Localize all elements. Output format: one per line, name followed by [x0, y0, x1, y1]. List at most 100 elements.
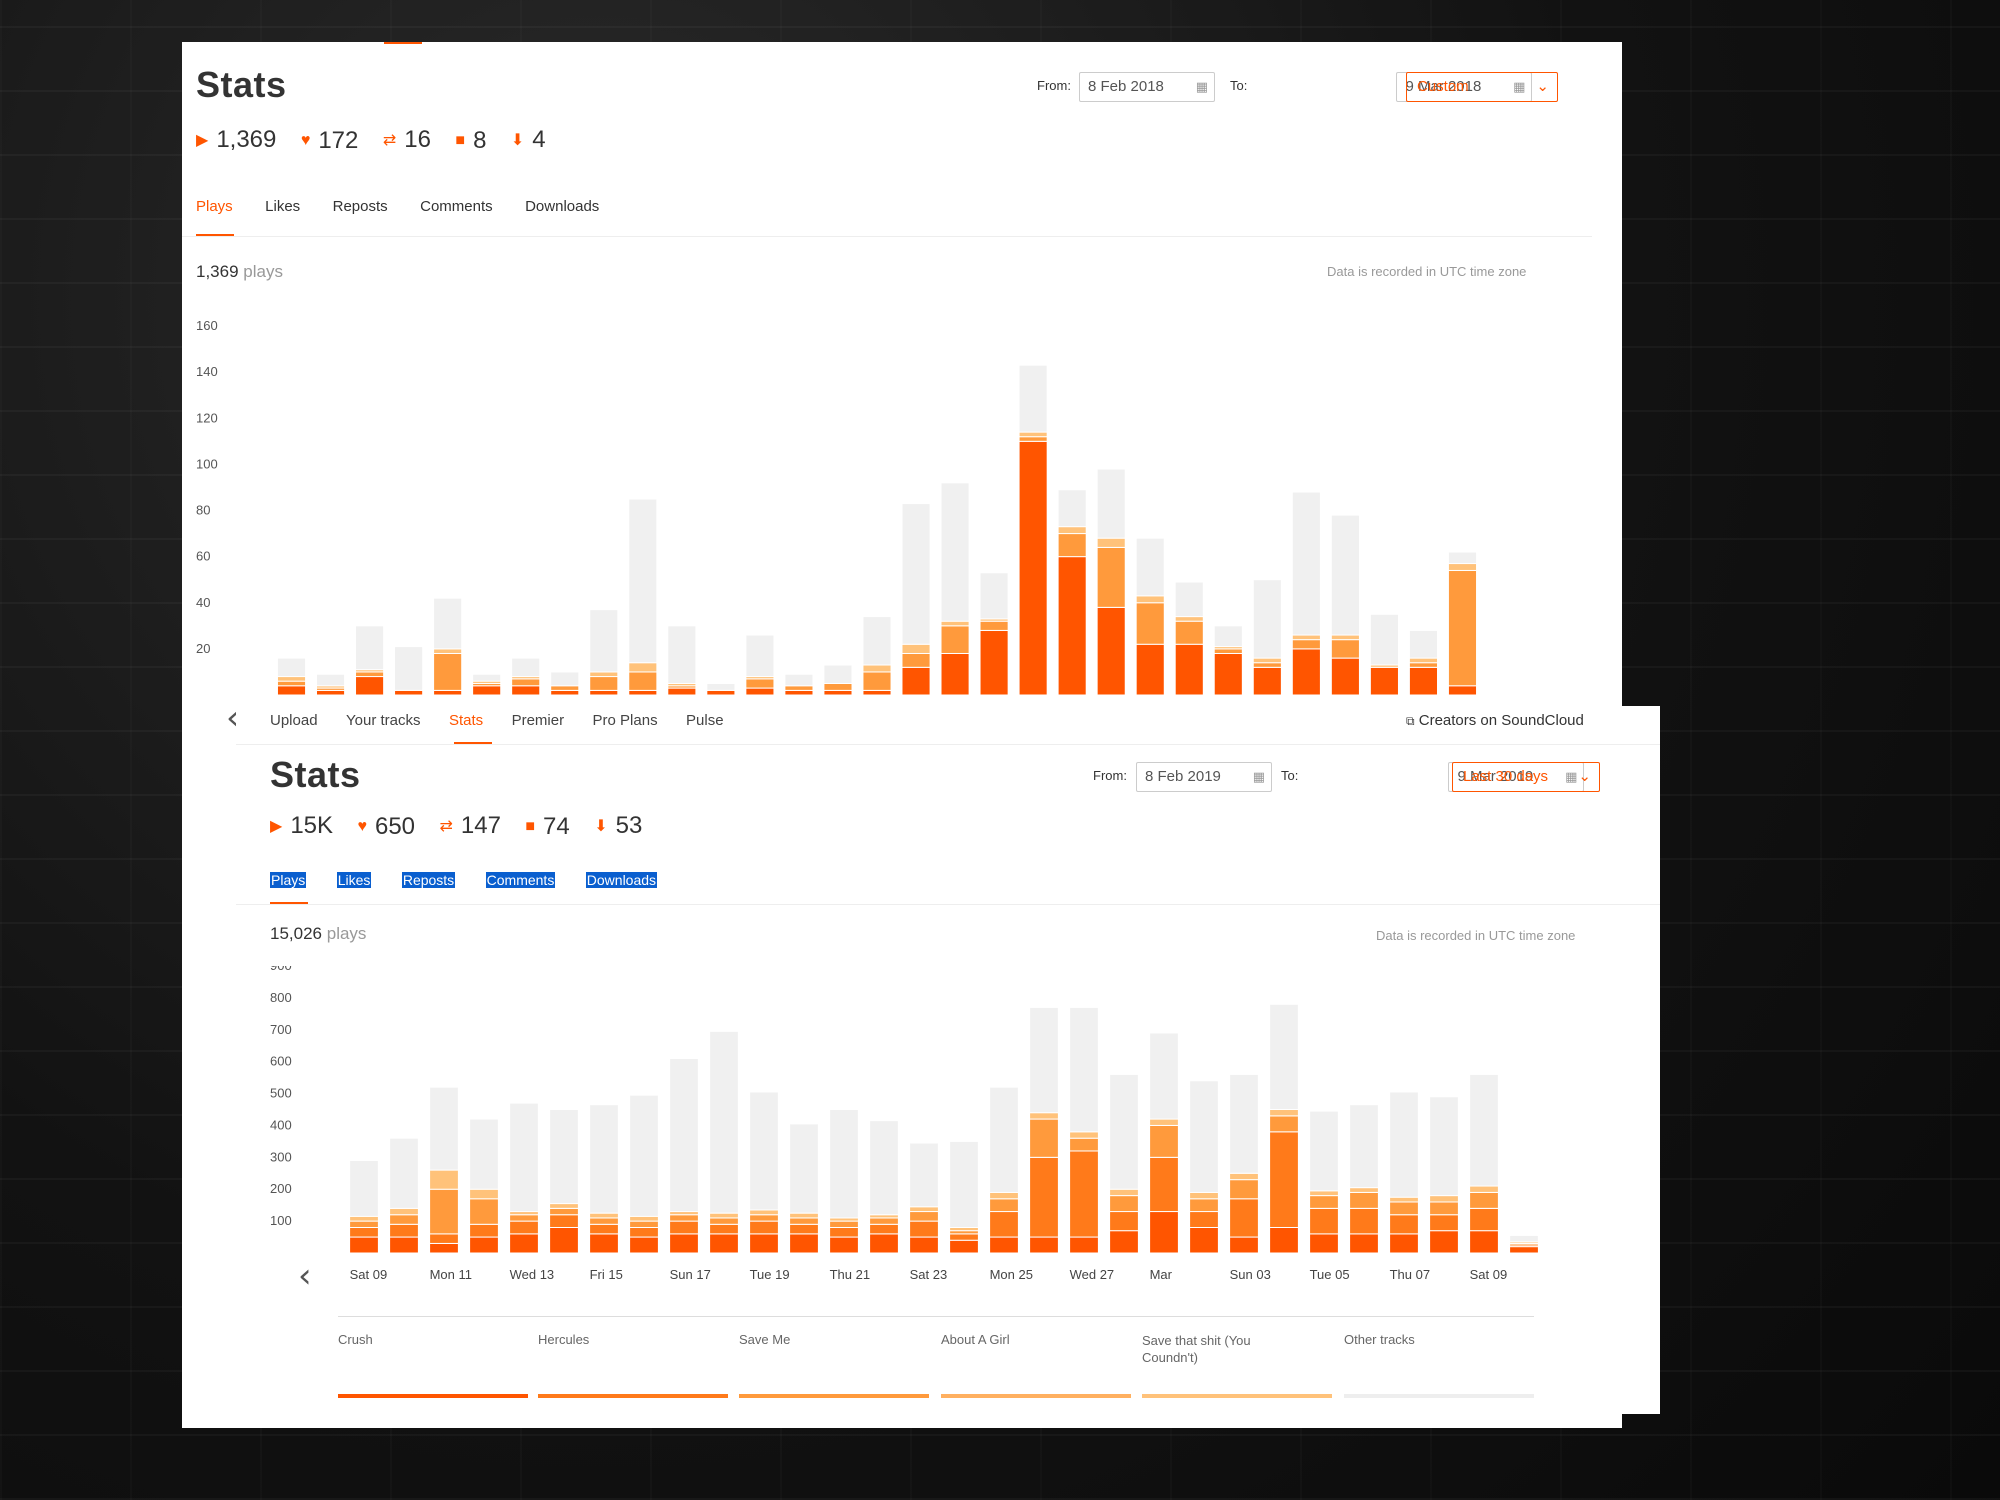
legend-save-that-shit[interactable]: Save that shit (You Coundn't) [1142, 1333, 1251, 1365]
plays-2018-bar-segment[interactable] [901, 652, 931, 668]
plays-2018-bar-segment[interactable] [433, 652, 463, 691]
legend-hercules[interactable]: Hercules [538, 1332, 590, 1347]
plays-2018-bar-segment[interactable] [433, 689, 463, 696]
tab-plays[interactable]: Plays [270, 872, 307, 888]
plays-2018-bar-segment[interactable] [784, 689, 814, 696]
plays-2019-bar-segment[interactable] [1109, 1188, 1139, 1197]
plays-2019-bar-segment[interactable] [429, 1188, 459, 1235]
plays-2019-bar-segment[interactable] [629, 1220, 659, 1228]
plays-2018-bar-segment[interactable] [667, 625, 697, 684]
plays-2019-bar-segment[interactable] [1269, 1003, 1299, 1110]
plays-2019-bar-segment[interactable] [1309, 1195, 1339, 1209]
nav-your-tracks[interactable]: Your tracks [346, 712, 421, 729]
legend-other-tracks[interactable]: Other tracks [1344, 1332, 1415, 1347]
plays-2019-bar-segment[interactable] [869, 1233, 899, 1254]
plays-2019-bar-segment[interactable] [709, 1217, 739, 1225]
plays-2019-bar-segment[interactable] [709, 1223, 739, 1235]
plays-2019-bar-segment[interactable] [1149, 1124, 1179, 1158]
plays-2019-bar-segment[interactable] [589, 1223, 619, 1235]
tab-downloads[interactable]: Downloads [525, 198, 600, 215]
plays-2019-bar-segment[interactable] [389, 1223, 419, 1238]
plays-2019-bar-segment[interactable] [1349, 1233, 1379, 1254]
plays-2019-bar-segment[interactable] [389, 1214, 419, 1225]
plays-2018-bar-segment[interactable] [1135, 537, 1165, 597]
plays-2019-bar-segment[interactable] [1429, 1201, 1459, 1216]
plays-2018-bar-segment[interactable] [1174, 643, 1204, 696]
plays-2018-bar-segment[interactable] [589, 676, 619, 691]
tab-likes[interactable]: Likes [265, 198, 301, 215]
plays-2018-bar-segment[interactable] [940, 652, 970, 696]
plays-2018-bar-segment[interactable] [862, 616, 892, 666]
plays-2019-bar-segment[interactable] [789, 1217, 819, 1225]
plays-2018-bar-segment[interactable] [1213, 625, 1243, 648]
plays-2019-bar-segment[interactable] [989, 1191, 1019, 1200]
plays-2018-bar-segment[interactable] [1018, 431, 1048, 438]
plays-2018-bar-segment[interactable] [1018, 364, 1048, 433]
plays-2019-bar-segment[interactable] [989, 1086, 1019, 1193]
plays-2018-bar-segment[interactable] [550, 689, 580, 696]
plays-2018-bar-segment[interactable] [1174, 581, 1204, 618]
plays-2019-bar-segment[interactable] [1469, 1073, 1499, 1187]
plays-2018-bar-segment[interactable] [823, 689, 853, 696]
plays-2019-bar-segment[interactable] [1229, 1172, 1259, 1181]
plays-2019-bar-segment[interactable] [589, 1104, 619, 1214]
nav-pro-plans[interactable]: Pro Plans [592, 712, 658, 729]
plays-2019-bar-segment[interactable] [389, 1207, 419, 1216]
plays-2019-bar-segment[interactable] [1189, 1211, 1219, 1228]
plays-2019-bar-segment[interactable] [389, 1236, 419, 1254]
plays-2019-bar-segment[interactable] [909, 1142, 939, 1208]
plays-2019-bar-segment[interactable] [349, 1226, 379, 1238]
plays-2018-bar-segment[interactable] [1330, 634, 1360, 641]
plays-2019-bar-segment[interactable] [1149, 1118, 1179, 1126]
plays-2018-bar-segment[interactable] [901, 643, 931, 654]
plays-2018-bar-segment[interactable] [979, 629, 1009, 696]
plays-2019-bar-segment[interactable] [1469, 1207, 1499, 1232]
plays-2019-bar-segment[interactable] [429, 1169, 459, 1190]
plays-2018-bar-segment[interactable] [1291, 491, 1321, 636]
plays-2019-bar-segment[interactable] [1389, 1201, 1419, 1216]
plays-2019-bar-segment[interactable] [1109, 1195, 1139, 1213]
plays-2019-bar-segment[interactable] [549, 1214, 579, 1228]
legend-about-a-girl[interactable]: About A Girl [941, 1332, 1010, 1347]
from-date-input[interactable]: 8 Feb 2018 ▦ [1079, 72, 1215, 102]
plays-2019-bar-segment[interactable] [749, 1214, 779, 1222]
plays-2018-bar-segment[interactable] [1057, 533, 1087, 558]
plays-2019-bar-segment[interactable] [1149, 1156, 1179, 1213]
plays-2019-bar-segment[interactable] [1189, 1191, 1219, 1200]
plays-2019-bar-segment[interactable] [1269, 1115, 1299, 1133]
plays-2019-bar-segment[interactable] [509, 1214, 539, 1222]
plays-2019-bar-segment[interactable] [589, 1212, 619, 1219]
plays-2019-bar-segment[interactable] [789, 1223, 819, 1235]
plays-2019-bar-segment[interactable] [1189, 1226, 1219, 1254]
plays-2018-bar-segment[interactable] [433, 648, 463, 654]
plays-2019-bar-segment[interactable] [749, 1209, 779, 1216]
plays-2019-bar-segment[interactable] [1069, 1236, 1099, 1254]
plays-2019-bar-segment[interactable] [829, 1226, 859, 1238]
plays-2018-bar-segment[interactable] [1057, 556, 1087, 696]
plays-2018-bar-segment[interactable] [550, 671, 580, 687]
plays-2019-bar-segment[interactable] [1269, 1131, 1299, 1228]
plays-2018-bar-segment[interactable] [862, 664, 892, 673]
plays-2018-bar-segment[interactable] [784, 673, 814, 687]
plays-2018-bar-segment[interactable] [1330, 514, 1360, 636]
plays-2019-bar-segment[interactable] [549, 1226, 579, 1254]
plays-2019-bar-segment[interactable] [1469, 1191, 1499, 1209]
plays-2018-bar-segment[interactable] [394, 689, 424, 696]
plays-2019-bar-segment[interactable] [349, 1160, 379, 1217]
plays-2018-bar-segment[interactable] [1447, 551, 1478, 565]
plays-2018-bar-segment[interactable] [1408, 629, 1439, 659]
plays-2018-bar-segment[interactable] [1291, 639, 1321, 650]
creators-link[interactable]: ⧉ Creators on SoundCloud [1406, 712, 1584, 729]
plays-2018-bar-segment[interactable] [511, 678, 541, 687]
tab-reposts[interactable]: Reposts [401, 872, 456, 888]
plays-2019-bar-segment[interactable] [789, 1233, 819, 1254]
from-date-input[interactable]: 8 Feb 2019 ▦ [1136, 762, 1272, 792]
to-date-input[interactable]: 9 Mar 2019 ▦ [1448, 762, 1585, 792]
plays-2018-bar-segment[interactable] [276, 680, 307, 687]
plays-2018-bar-segment[interactable] [745, 678, 775, 689]
plays-2018-bar-segment[interactable] [628, 689, 658, 696]
plays-2018-bar-segment[interactable] [1057, 489, 1087, 528]
plays-2019-bar-segment[interactable] [1349, 1104, 1379, 1189]
plays-2019-bar-segment[interactable] [1069, 1131, 1099, 1139]
plays-2019-bar-segment[interactable] [669, 1057, 699, 1213]
